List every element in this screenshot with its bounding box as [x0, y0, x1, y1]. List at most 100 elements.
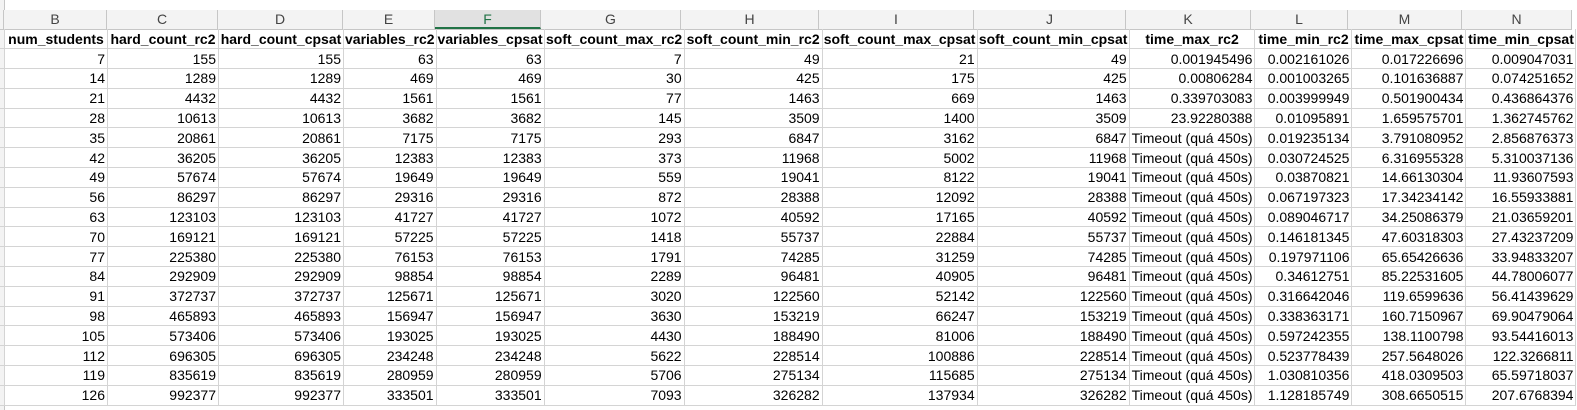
cell-time-max-rc2[interactable]: 0.339703083: [1129, 88, 1256, 109]
cell-time-min-cpsat[interactable]: 69.90479064: [1465, 306, 1577, 327]
cell-soft-count-max-cpsat[interactable]: 31259: [822, 246, 978, 268]
header-cell-soft-count-max-cpsat[interactable]: soft_count_max_cpsat: [822, 29, 978, 50]
cell-time-max-cpsat[interactable]: 47.60318303: [1351, 226, 1467, 248]
cell-hard-count-cpsat[interactable]: 992377: [218, 385, 344, 406]
cell-time-max-rc2[interactable]: Timeout (quá 450s): [1129, 246, 1256, 268]
cell-num-students[interactable]: 56: [4, 187, 108, 208]
cell-soft-count-max-cpsat[interactable]: 100886: [822, 345, 978, 367]
cell-variables-cpsat[interactable]: 193025: [436, 325, 545, 347]
cell-variables-cpsat[interactable]: 57225: [436, 226, 545, 248]
cell-time-max-cpsat[interactable]: 17.34234142: [1351, 187, 1467, 208]
header-cell-num-students[interactable]: num_students: [4, 29, 108, 50]
cell-hard-count-cpsat[interactable]: 372737: [218, 286, 344, 307]
cell-soft-count-min-rc2[interactable]: 49: [684, 48, 823, 70]
cell-soft-count-max-rc2[interactable]: 872: [544, 187, 685, 208]
cell-soft-count-max-rc2[interactable]: 2289: [544, 266, 685, 287]
cell-soft-count-min-rc2[interactable]: 28388: [684, 187, 823, 208]
cell-variables-rc2[interactable]: 7175: [343, 127, 437, 149]
cell-variables-cpsat[interactable]: 41727: [436, 207, 545, 228]
cell-time-min-cpsat[interactable]: 27.43237209: [1465, 226, 1577, 248]
cell-time-min-cpsat[interactable]: 33.94833207: [1465, 246, 1577, 268]
cell-hard-count-rc2[interactable]: 573406: [107, 325, 219, 347]
cell-hard-count-rc2[interactable]: 169121: [107, 226, 219, 248]
cell-time-max-rc2[interactable]: Timeout (quá 450s): [1129, 365, 1256, 386]
cell-soft-count-min-rc2[interactable]: 11968: [684, 147, 823, 169]
cell-soft-count-min-rc2[interactable]: 40592: [684, 207, 823, 228]
cell-time-min-rc2[interactable]: 0.523778439: [1254, 345, 1353, 367]
cell-soft-count-min-cpsat[interactable]: 1463: [977, 88, 1130, 109]
column-header-g[interactable]: G: [541, 10, 681, 29]
cell-time-max-rc2[interactable]: Timeout (quá 450s): [1129, 266, 1256, 287]
row-number-cell[interactable]: [0, 207, 5, 228]
cell-time-max-cpsat[interactable]: 0.017226696: [1351, 48, 1467, 70]
cell-variables-cpsat[interactable]: 7175: [436, 127, 545, 149]
cell-num-students[interactable]: 7: [4, 48, 108, 70]
cell-time-max-cpsat[interactable]: 138.1100798: [1351, 325, 1467, 347]
column-header-b[interactable]: B: [4, 10, 107, 29]
column-header-k[interactable]: K: [1126, 10, 1251, 29]
cell-variables-rc2[interactable]: 12383: [343, 147, 437, 169]
row-number-cell[interactable]: [0, 68, 5, 89]
cell-variables-rc2[interactable]: 333501: [343, 385, 437, 406]
row-number-cell[interactable]: [0, 325, 5, 347]
header-cell-time-min-cpsat[interactable]: time_min_cpsat: [1465, 29, 1577, 50]
row-number-cell[interactable]: [0, 48, 5, 70]
cell-hard-count-rc2[interactable]: 1289: [107, 68, 219, 89]
cell-soft-count-min-cpsat[interactable]: 275134: [977, 365, 1130, 386]
row-number-cell[interactable]: [0, 266, 5, 287]
cell-soft-count-min-rc2[interactable]: 228514: [684, 345, 823, 367]
cell-variables-cpsat[interactable]: 234248: [436, 345, 545, 367]
cell-soft-count-max-rc2[interactable]: 145: [544, 108, 685, 129]
cell-time-min-rc2[interactable]: 0.597242355: [1254, 325, 1353, 347]
cell-time-min-cpsat[interactable]: 21.03659201: [1465, 207, 1577, 228]
cell-soft-count-max-rc2[interactable]: 3630: [544, 306, 685, 327]
header-cell-soft-count-max-rc2[interactable]: soft_count_max_rc2: [544, 29, 685, 50]
cell-hard-count-rc2[interactable]: 696305: [107, 345, 219, 367]
cell-variables-rc2[interactable]: 1561: [343, 88, 437, 109]
cell-time-min-rc2[interactable]: 0.01095891: [1254, 108, 1353, 129]
row-number-cell[interactable]: [0, 127, 5, 149]
cell-soft-count-max-cpsat[interactable]: 137934: [822, 385, 978, 406]
cell-hard-count-rc2[interactable]: 86297: [107, 187, 219, 208]
cell-num-students[interactable]: 28: [4, 108, 108, 129]
cell-soft-count-max-cpsat[interactable]: 81006: [822, 325, 978, 347]
cell-time-max-cpsat[interactable]: 65.65426636: [1351, 246, 1467, 268]
cell-soft-count-max-rc2[interactable]: 4430: [544, 325, 685, 347]
cell-soft-count-max-cpsat[interactable]: 21: [822, 48, 978, 70]
cell-num-students[interactable]: 112: [4, 345, 108, 367]
cell-hard-count-rc2[interactable]: 123103: [107, 207, 219, 228]
cell-soft-count-min-rc2[interactable]: 55737: [684, 226, 823, 248]
cell-soft-count-max-rc2[interactable]: 77: [544, 88, 685, 109]
cell-time-max-cpsat[interactable]: 3.791080952: [1351, 127, 1467, 149]
cell-soft-count-max-rc2[interactable]: 1791: [544, 246, 685, 268]
cell-soft-count-min-cpsat[interactable]: 122560: [977, 286, 1130, 307]
cell-time-max-cpsat[interactable]: 1.659575701: [1351, 108, 1467, 129]
cell-soft-count-min-rc2[interactable]: 1463: [684, 88, 823, 109]
cell-time-max-rc2[interactable]: 0.00806284: [1129, 68, 1256, 89]
cell-hard-count-cpsat[interactable]: 1289: [218, 68, 344, 89]
cell-soft-count-max-rc2[interactable]: 1072: [544, 207, 685, 228]
column-header-l[interactable]: L: [1251, 10, 1348, 29]
cell-time-max-rc2[interactable]: Timeout (quá 450s): [1129, 325, 1256, 347]
cell-time-min-rc2[interactable]: 0.067197323: [1254, 187, 1353, 208]
row-number-cell[interactable]: [0, 167, 5, 188]
cell-time-min-cpsat[interactable]: 122.3266811: [1465, 345, 1577, 367]
cell-soft-count-max-rc2[interactable]: 5622: [544, 345, 685, 367]
cell-soft-count-max-cpsat[interactable]: 12092: [822, 187, 978, 208]
cell-soft-count-min-cpsat[interactable]: 228514: [977, 345, 1130, 367]
cell-hard-count-cpsat[interactable]: 57674: [218, 167, 344, 188]
cell-time-max-rc2[interactable]: Timeout (quá 450s): [1129, 127, 1256, 149]
cell-time-max-rc2[interactable]: Timeout (quá 450s): [1129, 187, 1256, 208]
cell-time-min-rc2[interactable]: 1.128185749: [1254, 385, 1353, 406]
cell-hard-count-cpsat[interactable]: 835619: [218, 365, 344, 386]
cell-soft-count-max-cpsat[interactable]: 52142: [822, 286, 978, 307]
cell-time-min-cpsat[interactable]: 1.362745762: [1465, 108, 1577, 129]
header-cell-hard-count-cpsat[interactable]: hard_count_cpsat: [218, 29, 344, 50]
cell-time-min-rc2[interactable]: 0.003999949: [1254, 88, 1353, 109]
cell-soft-count-max-cpsat[interactable]: 3162: [822, 127, 978, 149]
cell-time-min-rc2[interactable]: 0.197971106: [1254, 246, 1353, 268]
cell-soft-count-min-cpsat[interactable]: 425: [977, 68, 1130, 89]
cell-hard-count-rc2[interactable]: 20861: [107, 127, 219, 149]
cell-soft-count-max-cpsat[interactable]: 1400: [822, 108, 978, 129]
cell-variables-rc2[interactable]: 469: [343, 68, 437, 89]
